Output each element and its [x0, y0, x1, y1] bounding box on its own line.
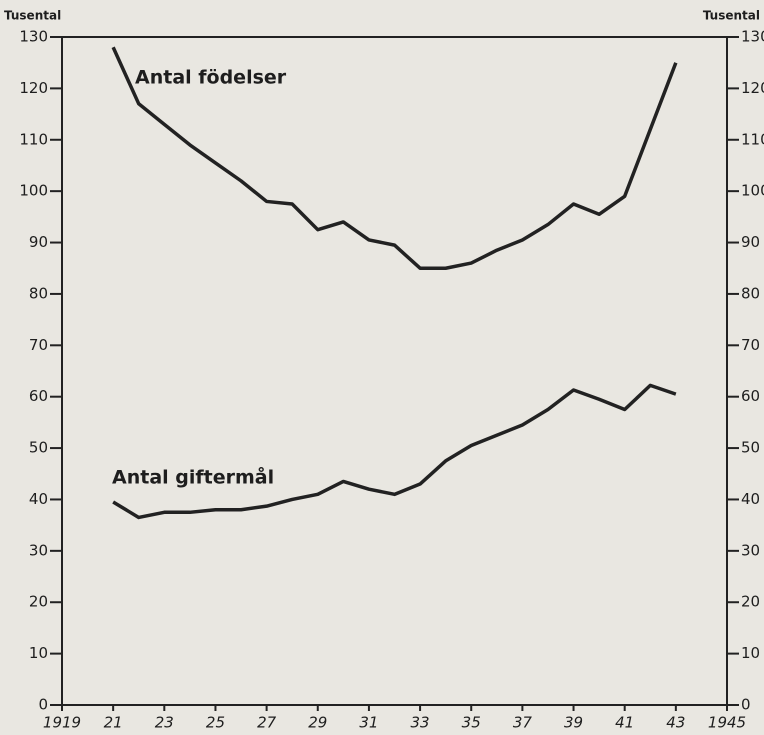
y2-axis-label: Tusental	[703, 9, 760, 23]
y2-tick-label: 70	[741, 336, 760, 354]
y2-tick-label: 120	[741, 79, 764, 97]
x-tick-label: 29	[308, 714, 327, 732]
y-tick-label: 20	[29, 593, 48, 611]
y2-tick-label: 60	[741, 387, 760, 405]
x-tick-label: 39	[564, 714, 583, 732]
x-tick-label: 37	[513, 714, 533, 732]
y2-tick-label: 0	[741, 696, 751, 714]
y2-tick-label: 10	[741, 644, 760, 662]
x-tick-label: 23	[155, 714, 174, 732]
x-tick-label: 31	[359, 714, 378, 732]
x-tick-label: 27	[257, 714, 277, 732]
y-tick-label: 40	[29, 490, 48, 508]
y2-tick-label: 130	[741, 28, 764, 46]
series-line	[112, 383, 677, 520]
x-tick-label: 21	[104, 714, 123, 732]
y2-tick-label: 90	[741, 233, 760, 251]
y-tick-label: 80	[29, 284, 48, 302]
x-tick-label: 43	[666, 714, 685, 732]
y2-tick-label: 100	[741, 182, 764, 200]
y-tick-label: 30	[29, 541, 48, 559]
x-tick-label: 33	[411, 714, 430, 732]
x-tick-label: 25	[206, 714, 225, 732]
y-tick-label: 120	[19, 79, 48, 97]
y-tick-label: 70	[29, 336, 48, 354]
y-tick-label: 10	[29, 644, 48, 662]
x-tick-label: 1945	[708, 714, 746, 732]
series-label: Antal födelser	[135, 67, 287, 89]
plot-frame	[61, 36, 728, 706]
y2-tick-label: 20	[741, 593, 760, 611]
y2-tick-label: 50	[741, 439, 760, 457]
y-tick-label: 90	[29, 233, 48, 251]
series-label: Antal giftermål	[112, 465, 274, 489]
y-tick-label: 60	[29, 387, 48, 405]
y-tick-label: 0	[38, 696, 48, 714]
y2-tick-label: 40	[741, 490, 760, 508]
x-tick-label: 41	[615, 714, 634, 732]
y2-tick-label: 30	[741, 541, 760, 559]
y2-tick-label: 110	[741, 130, 764, 148]
y-tick-label: 100	[19, 182, 48, 200]
series-line	[111, 46, 678, 270]
x-tick-label: 1919	[43, 714, 81, 732]
x-tick-label: 35	[462, 714, 481, 732]
y-tick-label: 50	[29, 439, 48, 457]
y-axis-label: Tusental	[4, 9, 61, 23]
y2-tick-label: 80	[741, 284, 760, 302]
y-tick-label: 130	[19, 28, 48, 46]
y-tick-label: 110	[19, 130, 48, 148]
